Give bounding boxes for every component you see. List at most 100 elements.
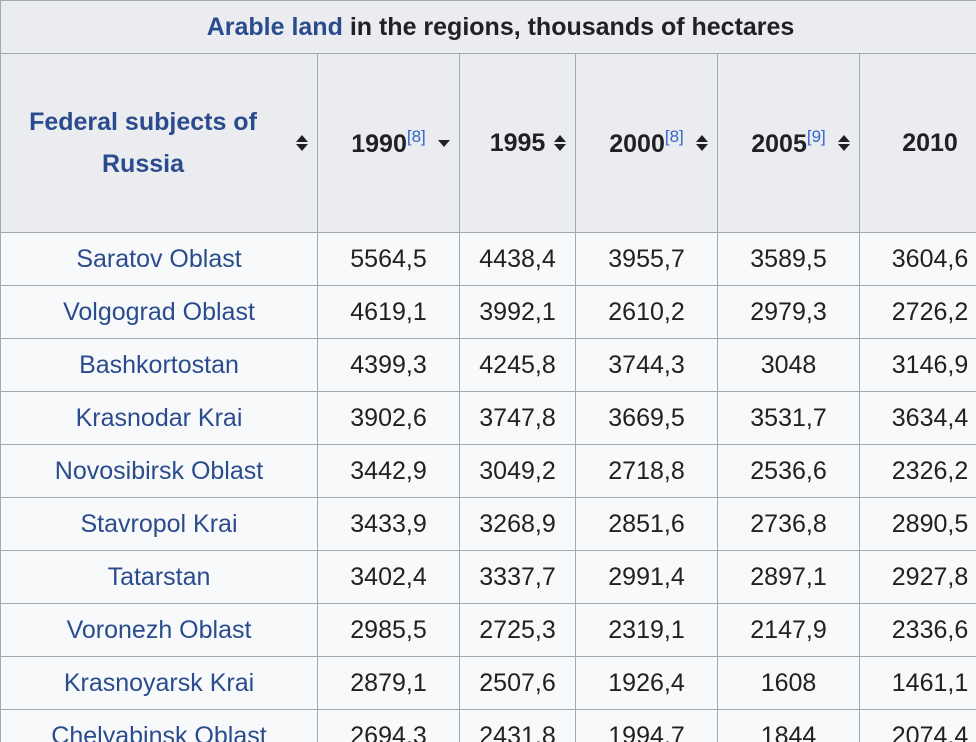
- sort-icon[interactable]: [837, 133, 851, 153]
- region-link[interactable]: Novosibirsk Oblast: [54, 456, 264, 485]
- column-header[interactable]: 2005[9]: [717, 53, 860, 233]
- region-link[interactable]: Saratov Oblast: [76, 244, 242, 273]
- value-cell: 3669,5: [575, 391, 718, 445]
- caption-text: in the regions, thousands of hectares: [349, 12, 795, 41]
- table-row: Novosibirsk Oblast 3442,9 3049,2 2718,8 2536…: [0, 444, 976, 498]
- sort-icon[interactable]: [295, 133, 309, 153]
- reference[interactable]: [8]: [664, 127, 684, 146]
- table-row: Saratov Oblast 5564,5 4438,4 3955,7 3589,5 36…: [0, 232, 976, 286]
- value-cell: 2610,2: [575, 285, 718, 339]
- region-cell: Chelyabinsk Oblast: [0, 709, 318, 742]
- value-cell: 3268,9: [459, 497, 576, 551]
- value-cell: 3604,6: [858, 232, 976, 286]
- value-cell: 3955,7: [575, 232, 718, 286]
- sort-icon[interactable]: [437, 133, 451, 153]
- value-cell: 2879,1: [317, 656, 460, 710]
- value-cell: 2979,3: [717, 285, 860, 339]
- value-cell: 2927,8: [858, 550, 976, 604]
- region-link[interactable]: Krasnoyarsk Krai: [63, 668, 255, 697]
- region-link[interactable]: Voronezh Oblast: [66, 615, 252, 644]
- value-cell: 1461,1: [858, 656, 976, 710]
- value-cell: 2736,8: [717, 497, 860, 551]
- table-row: Krasnoyarsk Krai 2879,1 2507,6 1926,4 1608 14…: [0, 656, 976, 710]
- table-row: Volgograd Oblast 4619,1 3992,1 2610,2 2979,3…: [0, 285, 976, 339]
- value-cell: 3589,5: [717, 232, 860, 286]
- value-cell: 1844: [717, 709, 860, 742]
- value-cell: 3337,7: [459, 550, 576, 604]
- table-row: Bashkortostan 4399,3 4245,8 3744,3 3048 3146,…: [0, 338, 976, 392]
- value-cell: 4399,3: [317, 338, 460, 392]
- caption-link[interactable]: Arable land: [206, 12, 343, 41]
- value-cell: 2326,2: [858, 444, 976, 498]
- value-cell: 1994,7: [575, 709, 718, 742]
- value-cell: 2897,1: [717, 550, 860, 604]
- column-header[interactable]: 1990[8]: [317, 53, 460, 233]
- value-cell: 3442,9: [317, 444, 460, 498]
- value-cell: 3902,6: [317, 391, 460, 445]
- reference[interactable]: [9]: [806, 127, 826, 146]
- reference[interactable]: [8]: [406, 127, 426, 146]
- value-cell: 3634,4: [858, 391, 976, 445]
- column-header[interactable]: Federal subjects of Russia: [0, 53, 318, 233]
- region-link[interactable]: Chelyabinsk Oblast: [51, 721, 267, 742]
- header-label: 1990: [351, 130, 407, 158]
- value-cell: 3402,4: [317, 550, 460, 604]
- value-cell: 3048: [717, 338, 860, 392]
- column-header[interactable]: 2010: [858, 53, 976, 233]
- region-cell: Krasnoyarsk Krai: [0, 656, 318, 710]
- value-cell: 2431,8: [459, 709, 576, 742]
- sort-icon[interactable]: [695, 133, 709, 153]
- value-cell: 1926,4: [575, 656, 718, 710]
- value-cell: 2694,3: [317, 709, 460, 742]
- region-link[interactable]: Volgograd Oblast: [63, 297, 255, 326]
- table-row: Stavropol Krai 3433,9 3268,9 2851,6 2736,8 28…: [0, 497, 976, 551]
- value-cell: 2147,9: [717, 603, 860, 657]
- column-header[interactable]: 1995: [459, 53, 576, 233]
- header-label: 2010: [902, 128, 958, 157]
- region-cell: Bashkortostan: [0, 338, 318, 392]
- header-label-wrap: 2005[9]: [751, 127, 826, 159]
- value-cell: 2536,6: [717, 444, 860, 498]
- header-label: 1995: [489, 128, 546, 157]
- header-row: Federal subjects of Russia 1990[8] 1995 200…: [0, 53, 976, 233]
- header-label: 2005: [751, 130, 807, 158]
- caption: Arable land in the regions, thousands of…: [0, 0, 976, 54]
- value-cell: 2851,6: [575, 497, 718, 551]
- table-row: Chelyabinsk Oblast 2694,3 2431,8 1994,7 1844…: [0, 709, 976, 742]
- header-label: Federal subjects of Russia: [29, 108, 257, 178]
- region-cell: Voronezh Oblast: [0, 603, 318, 657]
- table-row: Voronezh Oblast 2985,5 2725,3 2319,1 2147,9 2…: [0, 603, 976, 657]
- sort-icon[interactable]: [553, 133, 567, 153]
- value-cell: 3049,2: [459, 444, 576, 498]
- region-link[interactable]: Stavropol Krai: [80, 509, 238, 538]
- header-label-wrap: 2000[8]: [609, 127, 684, 159]
- region-cell: Tatarstan: [0, 550, 318, 604]
- region-cell: Krasnodar Krai: [0, 391, 318, 445]
- region-cell: Saratov Oblast: [0, 232, 318, 286]
- value-cell: 2985,5: [317, 603, 460, 657]
- value-cell: 3744,3: [575, 338, 718, 392]
- header-label-wrap: Federal subjects of Russia: [9, 101, 277, 185]
- table-body: Saratov Oblast 5564,5 4438,4 3955,7 3589,5 36…: [0, 232, 976, 742]
- region-link[interactable]: Krasnodar Krai: [75, 403, 243, 432]
- value-cell: 2074,4: [858, 709, 976, 742]
- region-link[interactable]: Tatarstan: [107, 562, 211, 591]
- header-label: 2000: [609, 130, 665, 158]
- value-cell: 2991,4: [575, 550, 718, 604]
- table-row: Tatarstan 3402,4 3337,7 2991,4 2897,1 2927,8: [0, 550, 976, 604]
- region-cell: Stavropol Krai: [0, 497, 318, 551]
- value-cell: 1608: [717, 656, 860, 710]
- table-row: Krasnodar Krai 3902,6 3747,8 3669,5 3531,7 36…: [0, 391, 976, 445]
- value-cell: 3531,7: [717, 391, 860, 445]
- column-header[interactable]: 2000[8]: [575, 53, 718, 233]
- region-cell: Volgograd Oblast: [0, 285, 318, 339]
- value-cell: 2890,5: [858, 497, 976, 551]
- value-cell: 3433,9: [317, 497, 460, 551]
- value-cell: 2726,2: [858, 285, 976, 339]
- value-cell: 3747,8: [459, 391, 576, 445]
- region-cell: Novosibirsk Oblast: [0, 444, 318, 498]
- value-cell: 2718,8: [575, 444, 718, 498]
- region-link[interactable]: Bashkortostan: [79, 350, 239, 379]
